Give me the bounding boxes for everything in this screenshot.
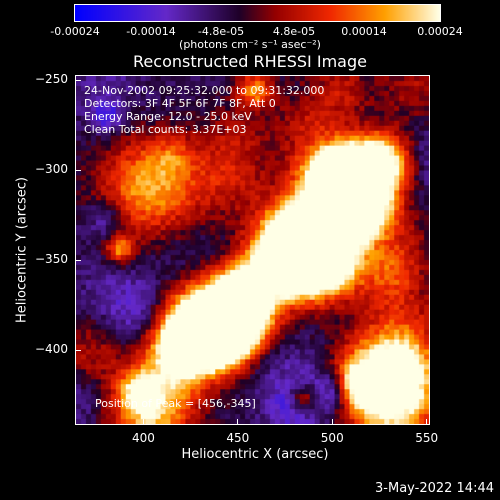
x-tick-mark [142, 419, 144, 425]
annotation-detectors: Detectors: 3F 4F 5F 6F 7F 8F, Att 0 [84, 97, 276, 110]
plot-title: Reconstructed RHESSI Image [133, 52, 367, 71]
x-tick-label: 450 [226, 431, 250, 445]
colorbar-unit: (photons cm⁻² s⁻¹ asec⁻²) [179, 38, 321, 51]
colorbar-tick-label: -4.8e-05 [197, 25, 245, 38]
x-tick-mark [237, 419, 239, 425]
y-tick-label: −250 [35, 72, 68, 87]
colorbar-tick-label: 0.00014 [341, 25, 387, 38]
colorbar-tick-label: 0.00024 [417, 25, 463, 38]
x-tick-label: 400 [131, 431, 155, 445]
y-axis-title: Heliocentric Y (arcsec) [14, 177, 30, 323]
colorbar-tick-label: -0.00024 [50, 25, 100, 38]
y-tick-mark [75, 349, 81, 351]
x-tick-mark [331, 419, 333, 425]
annotation-energy-range: Energy Range: 12.0 - 25.0 keV [84, 110, 252, 123]
annotation-clean-counts: Clean Total counts: 3.37E+03 [84, 123, 247, 136]
x-tick-label: 550 [415, 431, 439, 445]
heatmap-plot [75, 75, 430, 425]
colorbar [74, 4, 441, 22]
x-axis-title: Heliocentric X (arcsec) [181, 447, 329, 462]
x-tick-mark [426, 419, 428, 425]
date-stamp: 3-May-2022 14:44 [375, 481, 494, 496]
colorbar-tick-label: -0.00014 [126, 25, 176, 38]
heatmap-image [76, 76, 429, 424]
y-tick-mark [75, 170, 81, 172]
y-tick-label: −400 [35, 341, 68, 356]
annotation-peak-position: Position of Peak = [456,-345] [95, 397, 256, 410]
x-tick-label: 500 [320, 431, 344, 445]
y-tick-label: −300 [35, 162, 68, 177]
y-tick-label: −350 [35, 251, 68, 266]
annotation-time-range: 24-Nov-2002 09:25:32.000 to 09:31:32.000 [84, 84, 325, 97]
y-tick-mark [75, 80, 81, 82]
y-tick-mark [75, 259, 81, 261]
colorbar-tick-label: 4.8e-05 [272, 25, 316, 38]
